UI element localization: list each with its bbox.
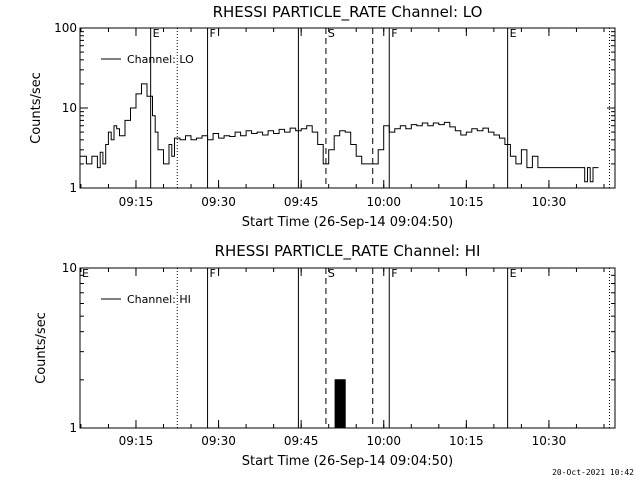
event-marker-label: F: [210, 27, 216, 40]
timestamp: 20-Oct-2021 10:42: [552, 468, 634, 477]
x-tick-label: 10:30: [532, 434, 567, 448]
series-line: [334, 379, 346, 429]
x-tick-label: 10:00: [366, 434, 401, 448]
y-axis-label: Counts/sec: [29, 72, 44, 144]
event-marker-label: S: [328, 267, 335, 280]
chart-title: RHESSI PARTICLE_RATE Channel: HI: [215, 242, 481, 261]
y-tick-label: 1: [69, 181, 77, 195]
event-marker-label: E: [510, 27, 517, 40]
y-axis-label: Counts/sec: [34, 312, 49, 384]
y-tick-label: 100: [54, 21, 77, 35]
event-marker-label: E: [153, 27, 160, 40]
event-marker-label: F: [210, 267, 216, 280]
legend-label: Channel: LO: [127, 53, 194, 66]
x-tick-label: 09:30: [201, 434, 236, 448]
x-axis-label: Start Time (26-Sep-14 09:04:50): [242, 215, 453, 230]
x-tick-label: 10:15: [449, 195, 484, 209]
y-tick-label: 1: [69, 421, 77, 435]
y-tick-label: 10: [62, 101, 77, 115]
legend-label: Channel: HI: [127, 293, 191, 306]
x-tick-label: 09:45: [284, 434, 319, 448]
series-line: [80, 83, 599, 183]
event-marker-label: E: [510, 267, 517, 280]
x-tick-label: 10:30: [532, 195, 567, 209]
x-tick-label: 09:15: [119, 195, 154, 209]
event-marker-label: F: [391, 267, 397, 280]
x-tick-label: 10:15: [449, 434, 484, 448]
x-tick-label: 09:15: [119, 434, 154, 448]
x-axis-label: Start Time (26-Sep-14 09:04:50): [242, 454, 453, 469]
x-tick-label: 09:45: [284, 195, 319, 209]
event-marker-label: S: [328, 27, 335, 40]
x-tick-label: 09:30: [201, 195, 236, 209]
event-marker-label: E: [82, 267, 89, 280]
plot-frame: [79, 27, 616, 189]
plot-frame: [79, 267, 616, 429]
x-tick-label: 10:00: [366, 195, 401, 209]
event-marker-label: F: [391, 27, 397, 40]
chart-title: RHESSI PARTICLE_RATE Channel: LO: [213, 3, 483, 22]
y-tick-label: 10: [62, 261, 77, 275]
